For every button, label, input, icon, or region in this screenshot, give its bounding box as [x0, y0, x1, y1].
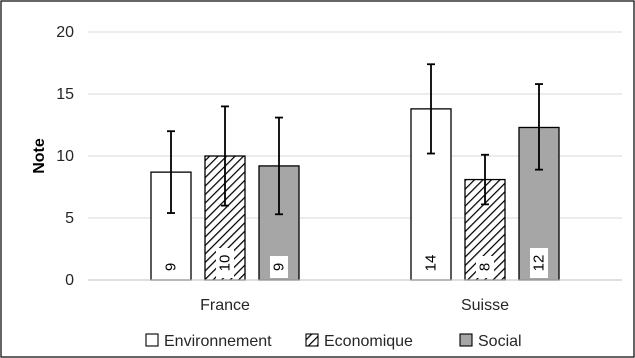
- legend-label: Economique: [324, 333, 413, 350]
- legend-label: Environnement: [164, 333, 272, 350]
- data-label-box: [162, 256, 180, 278]
- data-label: 10: [217, 255, 234, 272]
- legend-label: Social: [478, 333, 522, 350]
- y-tick-label: 0: [65, 272, 74, 289]
- data-label-box: [422, 248, 440, 278]
- data-label: 9: [271, 263, 288, 271]
- legend: Environnement Economique Social: [145, 333, 522, 350]
- data-label-box: [216, 248, 234, 278]
- error-bars: [167, 63, 543, 216]
- y-tick-label: 10: [56, 148, 74, 165]
- legend-swatch: [145, 333, 159, 347]
- data-label: 12: [531, 255, 548, 272]
- data-label: 9: [163, 263, 180, 271]
- x-category-label: France: [200, 297, 250, 314]
- y-tick-label: 5: [65, 210, 74, 227]
- legend-swatch: [459, 333, 473, 347]
- y-axis-title: Note: [31, 138, 48, 174]
- legend-swatch: [305, 333, 319, 347]
- y-tick-label: 20: [56, 24, 74, 41]
- x-axis-labels: France Suisse: [200, 297, 509, 314]
- y-tick-label: 15: [56, 86, 74, 103]
- data-labels: 9 14 10 8 9 12: [162, 248, 548, 278]
- data-label-box: [530, 248, 548, 278]
- data-label-box: [476, 256, 494, 278]
- y-axis-ticks: 0 5 10 15 20: [56, 24, 74, 289]
- data-label-box: [270, 256, 288, 278]
- data-label: 8: [477, 263, 494, 271]
- x-category-label: Suisse: [461, 297, 509, 314]
- data-label: 14: [423, 255, 440, 272]
